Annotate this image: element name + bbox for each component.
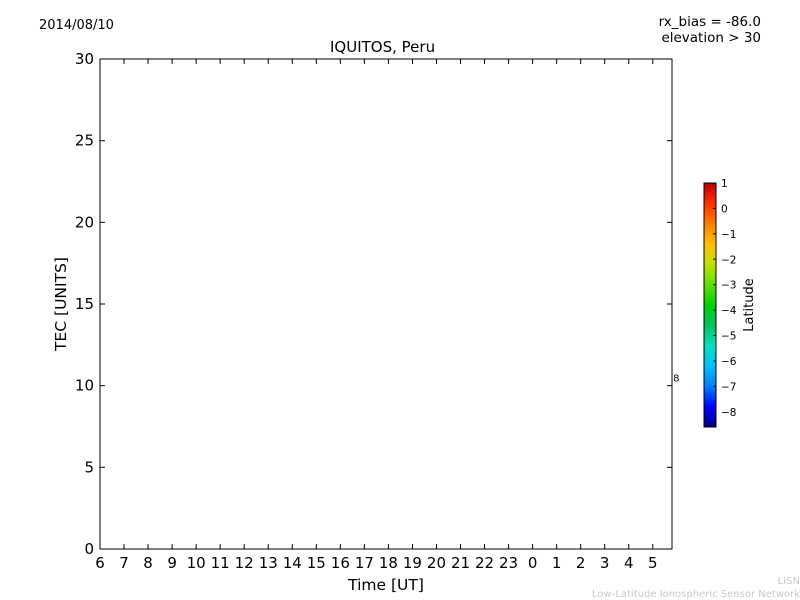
x-axis-label: Time [UT] [347, 576, 424, 594]
y-tick-label: 20 [75, 213, 94, 231]
credit-lisn: LISN [777, 576, 800, 587]
colorbar-tick-label: −5 [721, 331, 736, 343]
x-tick-label: 2 [576, 554, 586, 572]
x-tick-label: 23 [499, 554, 518, 572]
y-tick-label: 5 [84, 458, 94, 476]
colorbar-tick-label: 1 [721, 178, 728, 190]
x-tick-label: 1 [552, 554, 562, 572]
colorbar-tick-label: −7 [721, 381, 736, 393]
x-tick-label: 16 [331, 554, 350, 572]
x-tick-label: 10 [187, 554, 206, 572]
colorbar-gradient [703, 182, 717, 428]
x-tick-label: 6 [95, 554, 105, 572]
colorbar-tick-label: −2 [721, 254, 736, 266]
x-tick-label: 19 [403, 554, 422, 572]
x-tick-label: 21 [451, 554, 470, 572]
x-tick-label: 5 [648, 554, 658, 572]
y-tick-label: 25 [75, 132, 94, 150]
colorbar-tick-label: −3 [721, 280, 736, 292]
x-tick-label: 12 [235, 554, 254, 572]
x-tick-label: 4 [624, 554, 634, 572]
x-tick-label: 3 [600, 554, 610, 572]
colorbar-tick-label: −8 [721, 407, 736, 419]
x-tick-label: 20 [427, 554, 446, 572]
colorbar-label: Latitude [742, 278, 757, 332]
y-tick-label: 10 [75, 377, 94, 395]
x-tick-label: 8 [143, 554, 153, 572]
y-tick-label: 0 [84, 540, 94, 558]
colorbar-tick-label: −6 [721, 356, 737, 368]
colorbar-tick-label: −4 [721, 305, 737, 317]
rx-bias-label: rx_bias = -86.0 [658, 14, 761, 30]
y-tick-label: 30 [75, 50, 94, 68]
y-tick-label: 15 [75, 295, 94, 313]
x-tick-label: 13 [259, 554, 278, 572]
y-axis-label: TEC [UNITS] [52, 257, 70, 352]
x-tick-label: 0 [528, 554, 538, 572]
axes: 6 7 8 9 10 11 12 13 14 15 16 17 18 19 20 21 22 23 0 1 2 3 4 505… [52, 50, 673, 594]
chart-title: IQUITOS, Peru [330, 38, 436, 56]
colorbar-tick-label: −1 [721, 229, 736, 241]
colorbar: 1 0 −1 −2 −3 −4 −5 −6 −7 −8 Latitude [703, 178, 757, 428]
x-tick-label: 17 [355, 554, 374, 572]
plot-frame [99, 58, 673, 550]
x-tick-label: 22 [475, 554, 494, 572]
elevation-label: elevation > 30 [661, 30, 761, 46]
x-tick-label: 18 [379, 554, 398, 572]
x-tick-label: 11 [211, 554, 230, 572]
x-tick-label: 9 [167, 554, 177, 572]
x-tick-label: 15 [307, 554, 326, 572]
colorbar-tick-label: 0 [721, 203, 728, 215]
credit-network: Low-Latitude Ionospheric Sensor Network [592, 589, 800, 600]
x-tick-label: 7 [119, 554, 129, 572]
date-label: 2014/08/10 [39, 18, 114, 33]
x-tick-label: 14 [283, 554, 302, 572]
